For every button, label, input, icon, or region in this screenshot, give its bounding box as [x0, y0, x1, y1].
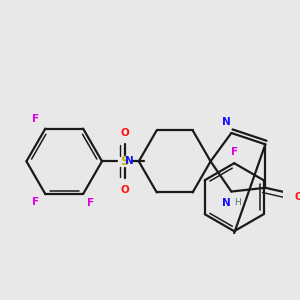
Text: F: F [32, 114, 39, 124]
Text: O: O [120, 128, 129, 138]
Text: F: F [87, 199, 94, 208]
Text: N: N [125, 156, 134, 166]
Text: H: H [235, 198, 241, 207]
Text: F: F [32, 196, 39, 207]
Text: O: O [120, 185, 129, 195]
Text: N: N [222, 117, 231, 127]
Text: O: O [295, 192, 300, 202]
Text: S: S [120, 155, 129, 168]
Text: N: N [222, 198, 231, 208]
Text: F: F [231, 147, 238, 157]
